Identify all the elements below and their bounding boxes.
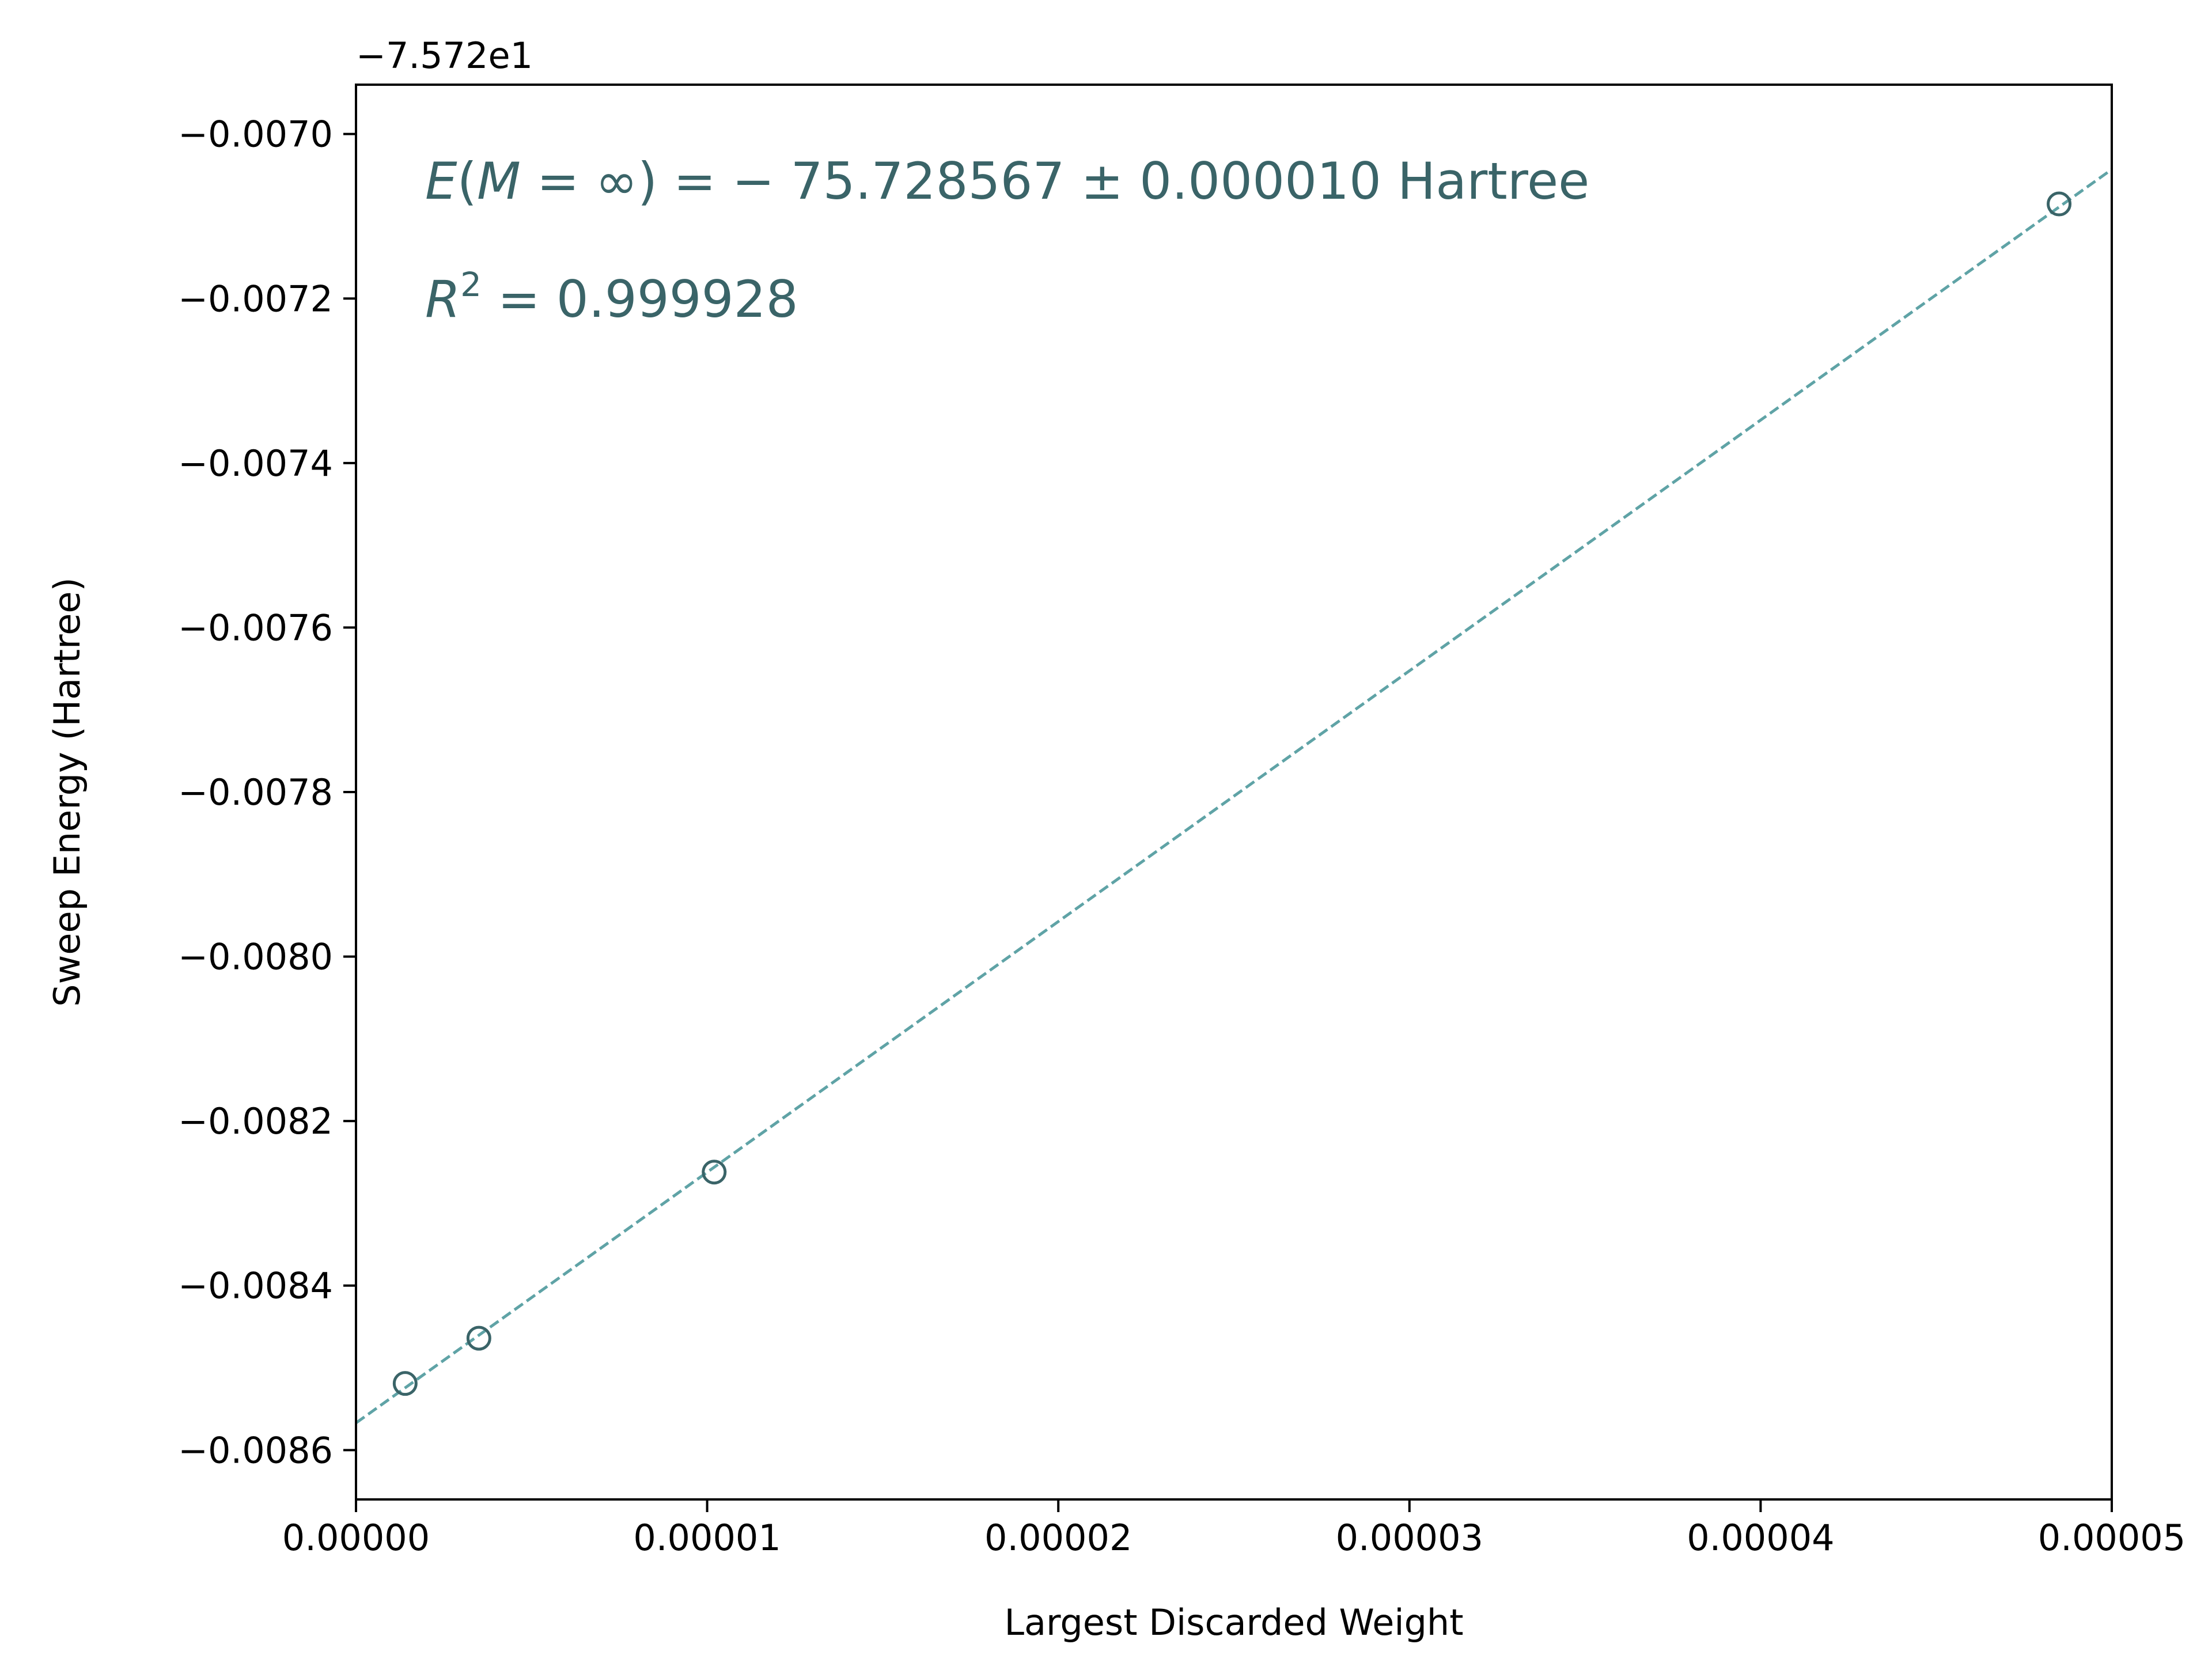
x-tick-label: 0.00000 xyxy=(282,1517,430,1559)
x-tick-label: 0.00003 xyxy=(1336,1517,1483,1559)
y-axis-label: Sweep Energy (Hartree) xyxy=(46,577,88,1006)
data-point xyxy=(466,1325,491,1351)
y-tick-label: −0.0084 xyxy=(178,1265,333,1307)
x-ticks: 0.00000 0.00001 0.00002 0.00003 0.00004 0.000… xyxy=(282,1499,2186,1559)
y-tick-label: −0.0080 xyxy=(178,936,333,978)
data-point xyxy=(702,1160,727,1185)
plot-frame xyxy=(355,84,2113,1501)
data-point xyxy=(2047,191,2072,217)
x-tick-label: 0.00002 xyxy=(984,1517,1132,1559)
data-point xyxy=(392,1371,418,1396)
data-points-layer xyxy=(392,191,2072,1396)
r-squared-annotation: R2 = 0.999928 xyxy=(425,265,798,329)
r-symbol: R xyxy=(425,270,460,329)
y-tick-label: −0.0086 xyxy=(178,1429,333,1471)
y-ticks: −0.0070 −0.0072 −0.0074 −0.0076 −0.0078 −0.00… xyxy=(178,113,356,1471)
y-tick-label: −0.0074 xyxy=(178,442,333,484)
energy-annotation: E(M = ∞) = − 75.728567 ± 0.000010 Hartre… xyxy=(425,151,1589,211)
y-tick-label: −0.0070 xyxy=(178,113,333,156)
x-tick-label: 0.00005 xyxy=(2038,1517,2186,1559)
energy-inf: = ∞ xyxy=(521,151,638,211)
y-offset-label: −7.572e1 xyxy=(356,35,533,77)
energy-symbol: E xyxy=(425,151,457,211)
y-tick-label: −0.0078 xyxy=(178,771,333,813)
r-superscript: 2 xyxy=(460,265,482,304)
y-tick-label: −0.0072 xyxy=(178,278,333,320)
x-tick-label: 0.00001 xyxy=(633,1517,781,1559)
fit-line-layer xyxy=(355,168,2113,1425)
x-tick-label: 0.00004 xyxy=(1687,1517,1834,1559)
x-axis-label: Largest Discarded Weight xyxy=(1004,1601,1463,1643)
r-squared-value: = 0.999928 xyxy=(482,270,798,329)
energy-value: ) = − 75.728567 ± 0.000010 Hartree xyxy=(638,151,1589,211)
y-tick-label: −0.0076 xyxy=(178,607,333,649)
y-tick-label: −0.0082 xyxy=(178,1100,333,1142)
energy-m-symbol: M xyxy=(477,151,521,211)
fit-line xyxy=(355,168,2113,1425)
energy-paren: ( xyxy=(457,151,477,211)
